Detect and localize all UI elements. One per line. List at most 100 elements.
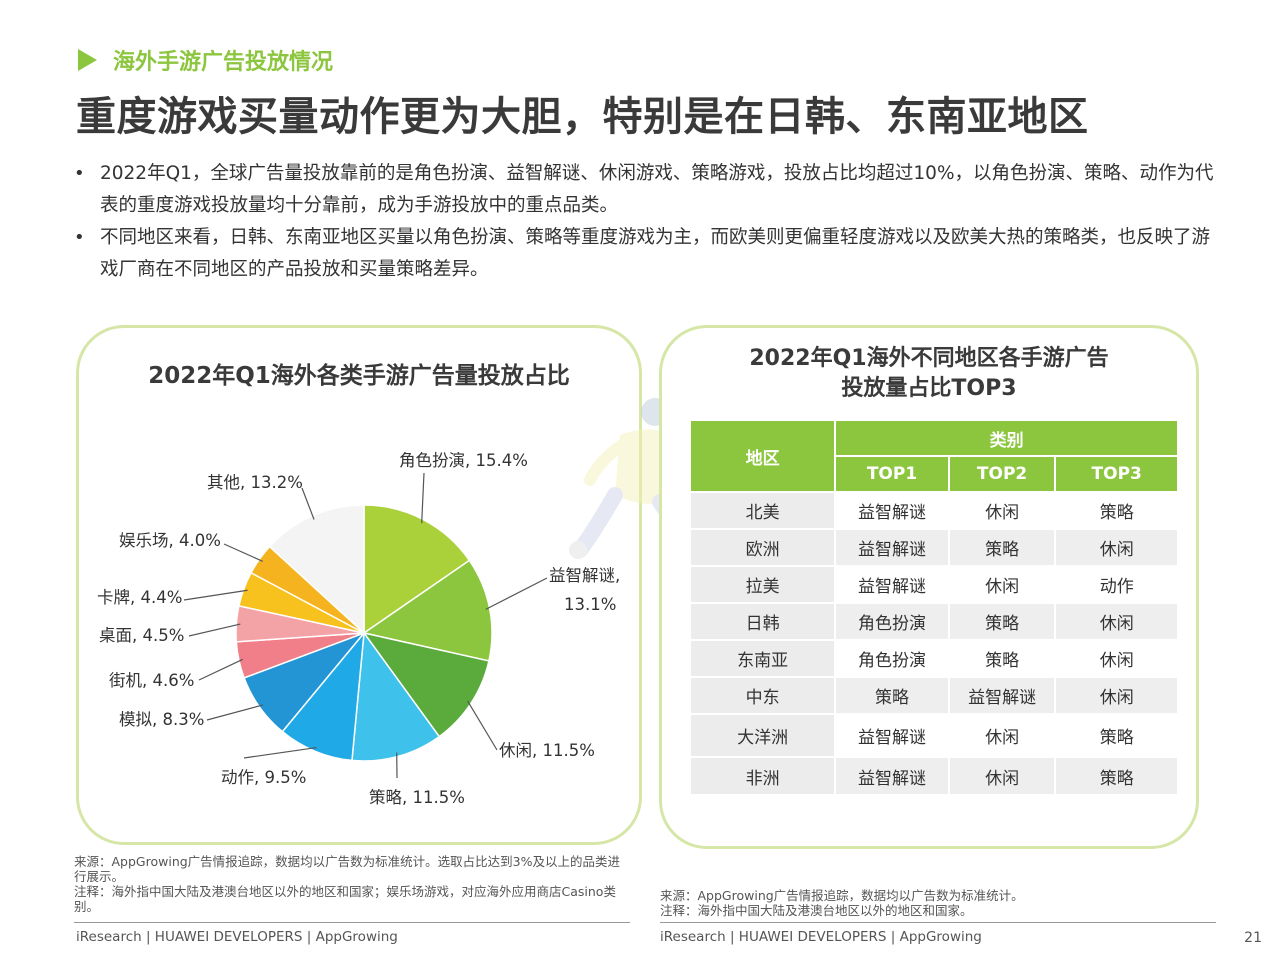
- pie-chart-title: 2022年Q1海外各类手游广告量投放占比: [148, 363, 570, 389]
- top2-cell: 策略: [947, 602, 1057, 641]
- pie-leader-line: [223, 543, 264, 562]
- pie-label: 策略, 11.5%: [369, 788, 465, 807]
- pie-label: 休闲, 11.5%: [499, 741, 595, 760]
- top1-cell: 益智解谜: [834, 756, 950, 796]
- region-cell: 东南亚: [688, 639, 837, 678]
- region-cell: 日韩: [688, 602, 837, 641]
- pie-label: 模拟, 8.3%: [119, 710, 204, 729]
- table-row: 北美 益智解谜 休闲 策略: [688, 491, 1179, 530]
- top3-cell: 动作: [1054, 565, 1179, 604]
- top1-cell: 益智解谜: [834, 565, 950, 604]
- bullet-dot-icon: •: [74, 227, 85, 248]
- pie-label: 卡牌, 4.4%: [97, 588, 182, 607]
- bullet-text: 2022年Q1，全球广告量投放靠前的是角色扮演、益智解谜、休闲游戏、策略游戏，投…: [100, 163, 1214, 216]
- top3-cell: 休闲: [1054, 676, 1179, 715]
- top3-cell: 休闲: [1054, 639, 1179, 678]
- pie-slice-益智解谜: [362, 559, 493, 662]
- table-title-line2: 投放量占比TOP3: [841, 376, 1017, 401]
- table-row: 日韩 角色扮演 策略 休闲: [688, 602, 1179, 641]
- pie-leader-line: [485, 577, 548, 610]
- bullet-dot-icon: •: [74, 163, 85, 184]
- pie-label: 动作, 9.5%: [221, 768, 306, 787]
- top3-cell: 策略: [1054, 713, 1179, 758]
- top2-cell: 策略: [947, 528, 1057, 567]
- right-source-note: 来源：AppGrowing广告情报追踪，数据均以广告数为标准统计。: [660, 888, 1024, 903]
- table-row: 非洲 益智解谜 休闲 策略: [688, 756, 1179, 796]
- top3-cell: 策略: [1054, 491, 1179, 530]
- right-annotation-note: 注释：海外指中国大陆及港澳台地区以外的地区和国家。: [660, 903, 973, 918]
- pie-chart: 角色扮演, 15.4% 益智解谜, 13.1% 休闲, 11.5% 策略, 11.5% 动…: [97, 451, 620, 807]
- top1-cell: 角色扮演: [834, 639, 950, 678]
- pie-leader-line: [243, 746, 317, 759]
- header-category: 类别: [834, 419, 1179, 457]
- footer-right: iResearch | HUAWEI DEVELOPERS | AppGrowi…: [660, 929, 982, 945]
- section-title-text: 海外手游广告投放情况: [113, 50, 334, 75]
- footer-divider-right: [660, 922, 1216, 923]
- header-region: 地区: [688, 419, 837, 493]
- section-title: 海外手游广告投放情况: [78, 44, 333, 76]
- left-annotation-note: 注释：海外指中国大陆及港澳台地区以外的地区和国家；娱乐场游戏，对应海外应用商店C…: [74, 884, 616, 914]
- table-row: 大洋洲 益智解谜 休闲 策略: [688, 713, 1179, 758]
- top1-cell: 角色扮演: [834, 602, 950, 641]
- header-top1: TOP1: [834, 455, 950, 493]
- footer-left: iResearch | HUAWEI DEVELOPERS | AppGrowi…: [76, 929, 398, 945]
- top1-cell: 益智解谜: [834, 491, 950, 530]
- top1-cell: 益智解谜: [834, 528, 950, 567]
- pie-slice-策略: [351, 630, 441, 762]
- region-cell: 非洲: [688, 756, 837, 796]
- left-source-note: 来源：AppGrowing广告情报追踪，数据均以广告数为标准统计。选取占比达到3…: [74, 854, 621, 884]
- pie-leader-line: [188, 623, 241, 637]
- bullet-text: 不同地区来看，日韩、东南亚地区买量以角色扮演、策略等重度游戏为主，而欧美则更偏重…: [100, 227, 1211, 280]
- header-top2: TOP2: [947, 455, 1057, 493]
- pie-slice-角色扮演: [363, 504, 471, 635]
- table-row: 中东 策略 益智解谜 休闲: [688, 676, 1179, 715]
- bullet-item: • 2022年Q1，全球广告量投放靠前的是角色扮演、益智解谜、休闲游戏、策略游戏…: [74, 158, 1224, 222]
- header-top3: TOP3: [1054, 455, 1179, 493]
- top3-cell: 休闲: [1054, 602, 1179, 641]
- region-cell: 中东: [688, 676, 837, 715]
- pie-chart-panel: 2022年Q1海外各类手游广告量投放占比 角色扮演, 15.4% 益智解谜, 13.…: [76, 325, 642, 845]
- page-headline: 重度游戏买量动作更为大胆，特别是在日韩、东南亚地区: [76, 94, 1089, 140]
- page-number: 21: [1244, 930, 1262, 946]
- pie-label: 其他, 13.2%: [207, 473, 303, 492]
- pie-leader-line: [198, 658, 244, 681]
- pie-slice-动作: [281, 630, 365, 762]
- table-title-line1: 2022年Q1海外不同地区各手游广告: [749, 346, 1109, 371]
- top2-cell: 益智解谜: [947, 676, 1057, 715]
- bullet-item: • 不同地区来看，日韩、东南亚地区买量以角色扮演、策略等重度游戏为主，而欧美则更…: [74, 222, 1224, 286]
- ranking-table-panel: 2022年Q1海外不同地区各手游广告 投放量占比TOP3 地区 类别 TOP1 …: [659, 325, 1199, 849]
- top2-cell: 休闲: [947, 565, 1057, 604]
- pie-leader-line: [301, 487, 315, 520]
- top3-cell: 策略: [1054, 756, 1179, 796]
- top2-cell: 休闲: [947, 756, 1057, 796]
- pie-leader-line: [206, 704, 264, 721]
- triangle-icon: [78, 49, 97, 71]
- table-row: 拉美 益智解谜 休闲 动作: [688, 565, 1179, 604]
- pie-label: 益智解谜,: [549, 566, 620, 585]
- pie-label: 娱乐场, 4.0%: [119, 531, 221, 550]
- region-cell: 北美: [688, 491, 837, 530]
- top2-cell: 休闲: [947, 713, 1057, 758]
- top3-cell: 休闲: [1054, 528, 1179, 567]
- ranking-table: 地区 类别 TOP1 TOP2 TOP3 北美 益智解谜 休闲 策略 欧洲 益智…: [688, 419, 1179, 796]
- region-cell: 拉美: [688, 565, 837, 604]
- top2-cell: 策略: [947, 639, 1057, 678]
- pie-label: 街机, 4.6%: [109, 671, 194, 690]
- pie-label: 桌面, 4.5%: [99, 626, 184, 645]
- pie-leader-line: [421, 472, 425, 524]
- top2-cell: 休闲: [947, 491, 1057, 530]
- top1-cell: 益智解谜: [834, 713, 950, 758]
- region-cell: 欧洲: [688, 528, 837, 567]
- footer-divider-left: [74, 922, 630, 923]
- right-notes: 来源：AppGrowing广告情报追踪，数据均以广告数为标准统计。 注释：海外指…: [660, 888, 1220, 918]
- top1-cell: 策略: [834, 676, 950, 715]
- pie-leader-line: [467, 700, 498, 751]
- table-title: 2022年Q1海外不同地区各手游广告 投放量占比TOP3: [662, 344, 1196, 404]
- pie-leader-line: [183, 589, 248, 601]
- bullet-list: • 2022年Q1，全球广告量投放靠前的是角色扮演、益智解谜、休闲游戏、策略游戏…: [74, 158, 1224, 286]
- left-notes: 来源：AppGrowing广告情报追踪，数据均以广告数为标准统计。选取占比达到3…: [74, 854, 630, 914]
- pie-label: 角色扮演, 15.4%: [399, 451, 528, 470]
- region-cell: 大洋洲: [688, 713, 837, 758]
- pie-label: 13.1%: [564, 595, 616, 614]
- pie-slice-休闲: [362, 631, 490, 738]
